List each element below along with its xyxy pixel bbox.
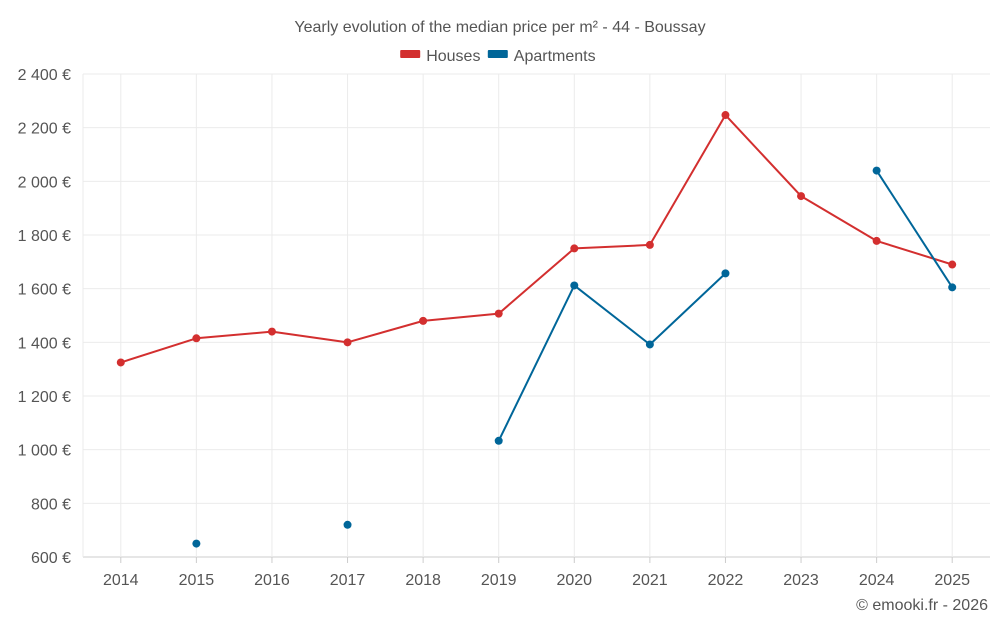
y-axis: 600 € 800 € 1 000 € 1 200 € 1 400 € 1 600 € 1 … [18,67,71,567]
y-tick-label: 1 200 € [18,389,71,406]
data-point-houses[interactable] [267,327,276,336]
legend-label: Houses [426,48,480,65]
x-tick-label: 2014 [103,572,139,589]
legend-item-apartments[interactable]: Apartments [487,48,596,65]
data-point-houses[interactable] [419,316,428,325]
x-tick-label: 2020 [556,572,592,589]
data-point-apartments[interactable] [494,436,503,445]
y-tick-label: 2 400 € [18,67,71,84]
grid [82,73,990,558]
legend-item-houses[interactable]: Houses [400,48,480,65]
data-point-houses[interactable] [872,236,881,245]
data-point-houses[interactable] [570,244,579,253]
data-point-apartments[interactable] [570,281,579,290]
data-point-houses[interactable] [948,260,957,269]
y-tick-label: 800 € [31,496,71,513]
x-tick-label: 2022 [708,572,744,589]
data-point-houses[interactable] [116,358,125,367]
data-point-apartments[interactable] [721,269,730,278]
data-point-houses[interactable] [645,240,654,249]
x-axis: 2014 2015 2016 2017 2018 2019 2020 2021 2022 2023… [103,557,970,589]
x-tick-label: 2021 [632,572,668,589]
x-tick-label: 2024 [859,572,895,589]
series-line-apartments [875,170,954,288]
legend-swatch [400,50,421,58]
y-tick-label: 1 800 € [18,228,71,245]
y-tick-label: 1 600 € [18,282,71,299]
x-tick-label: 2019 [481,572,517,589]
y-tick-label: 1 000 € [18,443,71,460]
data-point-apartments[interactable] [872,166,881,175]
x-tick-label: 2018 [405,572,441,589]
x-tick-label: 2023 [783,572,819,589]
x-tick-label: 2016 [254,572,290,589]
data-point-houses[interactable] [797,192,806,201]
data-point-apartments[interactable] [343,520,352,529]
series-apartments [192,166,957,548]
data-point-houses[interactable] [721,111,730,120]
y-tick-label: 1 400 € [18,335,71,352]
data-point-apartments[interactable] [192,539,201,548]
series-line-houses [120,114,953,364]
chart-title: Yearly evolution of the median price per… [294,19,705,36]
x-tick-label: 2015 [179,572,215,589]
series-group [116,111,957,548]
series-line-apartments [497,272,727,442]
series-houses [116,111,957,367]
credit-text: © emooki.fr - 2026 [856,597,988,614]
data-point-houses[interactable] [343,338,352,347]
data-point-apartments[interactable] [645,340,654,349]
x-tick-label: 2017 [330,572,366,589]
data-point-houses[interactable] [494,309,503,318]
legend: Houses Apartments [400,48,596,65]
data-point-apartments[interactable] [948,283,957,292]
x-tick-label: 2025 [934,572,970,589]
data-point-houses[interactable] [192,334,201,343]
y-tick-label: 2 000 € [18,174,71,191]
y-tick-label: 2 200 € [18,121,71,138]
y-tick-label: 600 € [31,550,71,567]
legend-swatch [487,50,508,58]
legend-label: Apartments [514,48,596,65]
